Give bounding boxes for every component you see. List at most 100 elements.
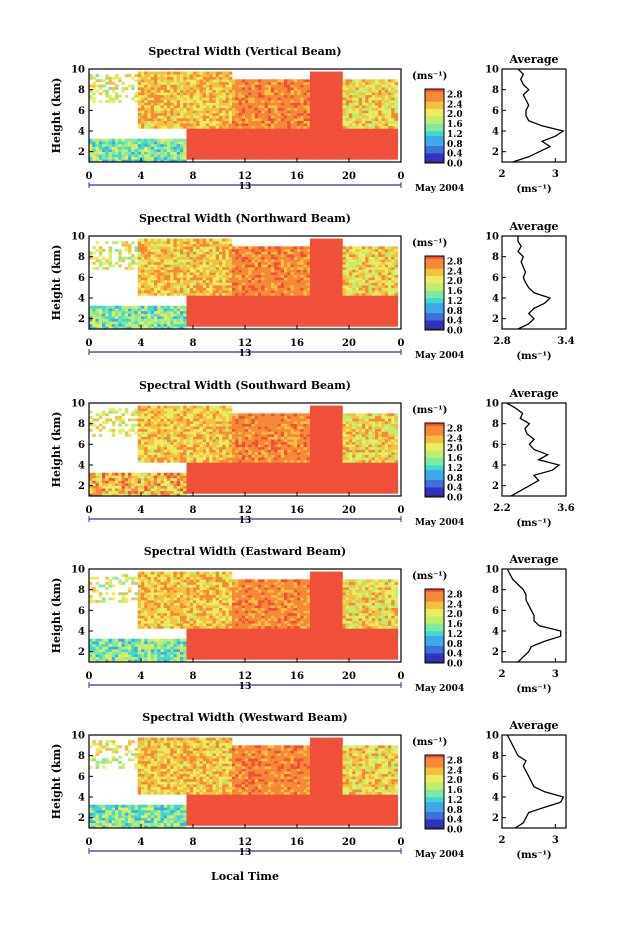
- heatmap-cell: [245, 298, 249, 301]
- heatmap-cell: [394, 149, 399, 152]
- heatmap-cell: [199, 264, 204, 268]
- heatmap-cell: [235, 138, 239, 142]
- heatmap-cell: [300, 97, 304, 101]
- heatmap-cell: [219, 272, 223, 276]
- heatmap-cell: [147, 125, 152, 129]
- heatmap-cell: [215, 295, 220, 299]
- heatmap-cell: [290, 305, 295, 309]
- heatmap-cell: [147, 238, 152, 242]
- heatmap-cell: [326, 133, 330, 137]
- colorbar-segment: [425, 128, 444, 132]
- heatmap-cell: [238, 79, 243, 83]
- heatmap-cell: [381, 156, 386, 160]
- heatmap-cell: [277, 115, 282, 119]
- heatmap-cell: [134, 326, 139, 330]
- heatmap-cell: [163, 115, 168, 119]
- heatmap-cell: [310, 282, 314, 286]
- heatmap-cell: [186, 316, 191, 319]
- heatmap-cell: [254, 313, 259, 317]
- heatmap-cell: [196, 92, 200, 96]
- heatmap-cell: [251, 105, 256, 109]
- heatmap-cell: [384, 115, 389, 119]
- heatmap-cell: [144, 279, 148, 283]
- heatmap-cell: [329, 274, 334, 278]
- heatmap-cell: [157, 321, 161, 325]
- heatmap-cell: [355, 133, 360, 137]
- heatmap-cell: [180, 238, 184, 242]
- heatmap-cell: [163, 102, 168, 106]
- heatmap-cell: [215, 154, 220, 158]
- heatmap-cell: [241, 279, 246, 283]
- heatmap-cell: [232, 279, 236, 283]
- heatmap-cell: [258, 272, 262, 276]
- heatmap-cell: [336, 105, 340, 109]
- heatmap-cell: [193, 243, 197, 247]
- heatmap-cell: [225, 156, 230, 160]
- heatmap-cell: [280, 94, 285, 98]
- heatmap-cell: [248, 248, 252, 252]
- heatmap-cell: [121, 308, 126, 312]
- heatmap-cell: [209, 267, 213, 270]
- heatmap-cell: [277, 154, 282, 158]
- heatmap-cell: [290, 92, 295, 96]
- heatmap-cell: [251, 87, 256, 90]
- heatmap-cell: [235, 246, 239, 250]
- heatmap-cell: [141, 154, 145, 158]
- heatmap-cell: [202, 146, 207, 150]
- heatmap-cell: [339, 131, 343, 134]
- heatmap-cell: [280, 84, 285, 88]
- heatmap-cell: [176, 112, 181, 116]
- heatmap-cell: [245, 287, 249, 291]
- heatmap-cell: [212, 118, 217, 121]
- heatmap-cell: [154, 241, 158, 245]
- heatmap-cell: [332, 123, 337, 127]
- heatmap-cell: [384, 81, 389, 85]
- heatmap-cell: [131, 146, 135, 150]
- heatmap-cell: [150, 277, 155, 281]
- heatmap-cell: [225, 74, 230, 78]
- heatmap-cell: [128, 267, 132, 270]
- heatmap-cell: [368, 102, 373, 106]
- heatmap-cell: [310, 251, 314, 255]
- heatmap-cell: [228, 259, 233, 263]
- heatmap-cell: [131, 267, 135, 270]
- heatmap-cell: [384, 97, 389, 101]
- heatmap-cell: [391, 118, 395, 121]
- heatmap-cell: [319, 79, 324, 83]
- heatmap-cell: [323, 141, 327, 145]
- heatmap-cell: [358, 149, 363, 152]
- heatmap-cell: [345, 89, 350, 93]
- heatmap-cell: [323, 318, 327, 322]
- heatmap-cell: [215, 248, 220, 252]
- heatmap-cell: [167, 94, 171, 98]
- heatmap-cell: [238, 97, 243, 101]
- heatmap-cell: [313, 102, 317, 106]
- heatmap-cell: [147, 279, 152, 283]
- heatmap-cell: [258, 285, 262, 288]
- heatmap-cell: [144, 97, 148, 101]
- heatmap-cell: [355, 141, 360, 145]
- heatmap-cell: [141, 141, 145, 145]
- heatmap-cell: [303, 94, 308, 98]
- heatmap-cell: [199, 261, 204, 265]
- heatmap-cell: [384, 89, 389, 93]
- heatmap-cell: [284, 313, 288, 317]
- heatmap-cell: [293, 256, 298, 260]
- heatmap-cell: [274, 151, 278, 155]
- heatmap-cell: [290, 246, 295, 250]
- heatmap-cell: [306, 298, 311, 301]
- heatmap-cell: [202, 141, 207, 145]
- heatmap-cell: [267, 128, 272, 132]
- heatmap-cell: [196, 131, 200, 134]
- heatmap-cell: [329, 105, 334, 109]
- heatmap-cell: [381, 94, 386, 98]
- heatmap-cell: [121, 310, 126, 314]
- heatmap-cell: [267, 141, 272, 145]
- heatmap-cell: [170, 238, 174, 242]
- heatmap-cell: [121, 81, 126, 85]
- heatmap-cell: [284, 107, 288, 111]
- heatmap-cell: [131, 87, 135, 90]
- heatmap-cell: [157, 254, 161, 257]
- heatmap-cell: [232, 94, 236, 98]
- heatmap-cell: [157, 285, 161, 288]
